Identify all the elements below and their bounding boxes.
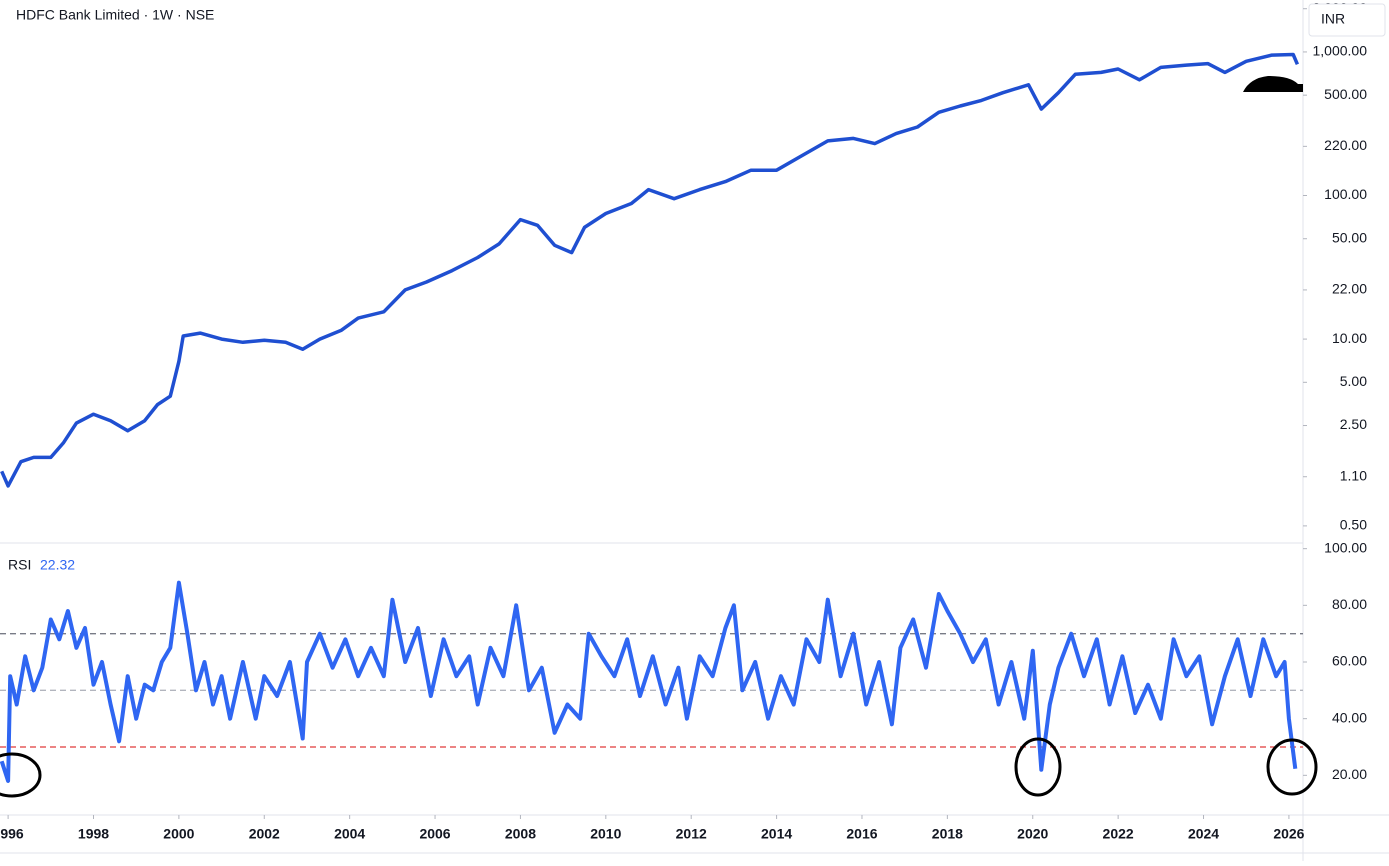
annotation-mark <box>1243 76 1303 92</box>
x-tick-label: 2024 <box>1188 826 1219 842</box>
x-tick-label: 2012 <box>676 826 707 842</box>
y-tick-label: 50.00 <box>1332 229 1367 245</box>
y-tick-label: 80.00 <box>1332 596 1367 612</box>
y-tick-label: 40.00 <box>1332 709 1367 725</box>
y-tick-label: 500.00 <box>1324 86 1367 102</box>
x-tick-label: 2016 <box>846 826 877 842</box>
x-tick-label: 2026 <box>1273 826 1304 842</box>
x-tick-label: 2010 <box>590 826 621 842</box>
currency-box <box>1308 3 1386 37</box>
annotation-circle <box>1014 737 1062 797</box>
series-line <box>0 580 1298 783</box>
rsi-label: RSI <box>8 557 31 573</box>
x-tick-label: 2022 <box>1103 826 1134 842</box>
x-tick-label: 2020 <box>1017 826 1048 842</box>
y-tick-label: 100.00 <box>1324 539 1367 555</box>
x-tick-label: 1996 <box>0 826 24 842</box>
y-tick-label: 2.50 <box>1340 416 1367 432</box>
y-tick-label: 60.00 <box>1332 653 1367 669</box>
series-line <box>0 52 1300 488</box>
annotation-circle <box>0 752 42 798</box>
x-tick-label: 2006 <box>419 826 450 842</box>
currency-label: INR <box>1321 11 1345 27</box>
x-tick-label: 2004 <box>334 826 365 842</box>
y-tick-label: 5.00 <box>1340 373 1367 389</box>
rsi-value: 22.32 <box>40 557 75 573</box>
x-tick-label: 1998 <box>78 826 109 842</box>
plot: 0.50 1.10 2.50 5.00 10.00 22.00 50.00 100.00 220… <box>0 0 1367 842</box>
y-tick-label: 220.00 <box>1324 137 1367 153</box>
x-tick-label: 2000 <box>163 826 194 842</box>
y-tick-label: 10.00 <box>1332 330 1367 346</box>
y-tick-label: 1,000.00 <box>1313 43 1368 59</box>
y-tick-label: 100.00 <box>1324 186 1367 202</box>
x-tick-label: 2002 <box>249 826 280 842</box>
y-tick-label: 20.00 <box>1332 766 1367 782</box>
chart-title: HDFC Bank Limited · 1W · NSE <box>16 7 214 23</box>
annotation-circle <box>1266 738 1318 796</box>
y-tick-label: 0.50 <box>1340 517 1367 533</box>
x-tick-label: 2018 <box>932 826 963 842</box>
x-tick-label: 2014 <box>761 826 792 842</box>
x-tick-label: 2008 <box>505 826 536 842</box>
y-tick-label: 1.10 <box>1340 467 1367 483</box>
y-tick-label: 22.00 <box>1332 281 1367 297</box>
